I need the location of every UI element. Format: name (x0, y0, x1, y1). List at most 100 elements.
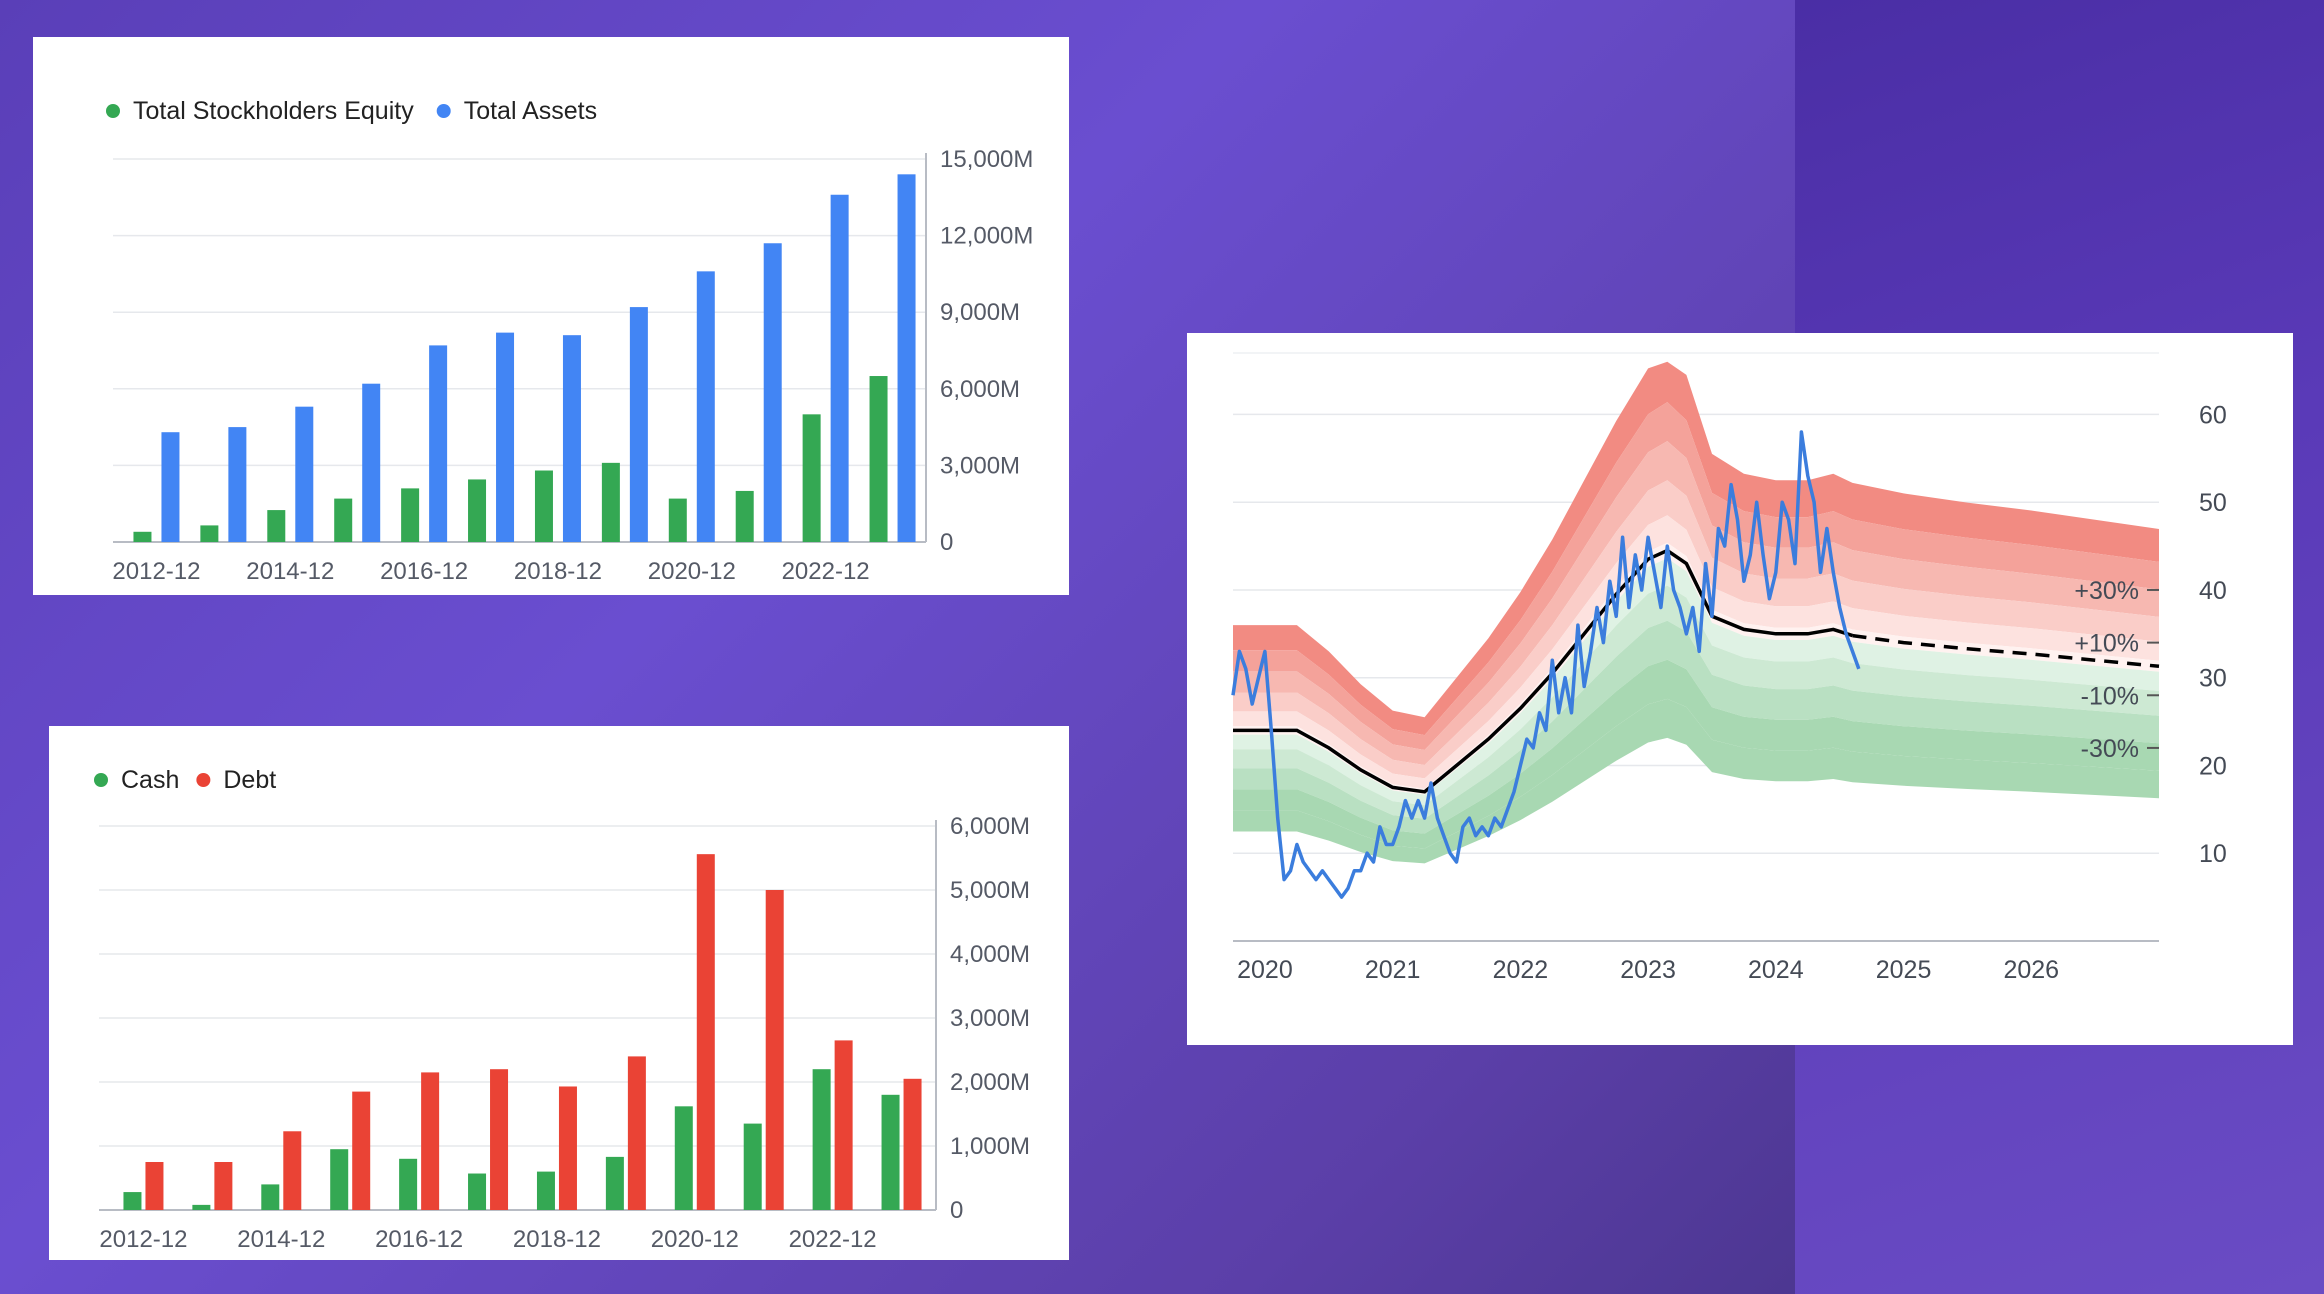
valuation-band (1233, 441, 2159, 765)
bar-cash (468, 1173, 487, 1210)
y-tick-label: 3,000M (950, 1005, 1030, 1032)
bar-debt (214, 1162, 233, 1210)
y-tick-label: 9,000M (940, 299, 1020, 326)
bar-cash (399, 1158, 418, 1210)
y-tick-label: 0 (940, 529, 953, 556)
legend-marker (106, 104, 120, 118)
valuation-band (1233, 515, 2159, 789)
valuation-band (1233, 558, 2159, 806)
bar-debt (490, 1069, 509, 1210)
bar-total-assets (897, 174, 916, 542)
band-label: +10% (2074, 630, 2139, 658)
bar-total-assets (496, 332, 515, 542)
bar-cash (881, 1094, 900, 1210)
bar-cash (605, 1156, 624, 1210)
bar-total-stockholders-equity (200, 525, 219, 542)
fair-value-line (1233, 548, 1854, 794)
bar-total-assets (830, 194, 849, 542)
valuation-chart: 10 20 30 40 50 60 2020 2021 2022 2023 2024 2025 2026… (1231, 352, 2227, 984)
bar-debt (765, 890, 784, 1210)
bar-total-assets (161, 432, 180, 542)
cash-debt-chart-panel: 0 1,000M 2,000M 3,000M 4,000M 5,000M 6,000M 201… (49, 726, 1069, 1260)
bar-cash (536, 1171, 555, 1210)
y-tick-label: 3,000M (940, 452, 1020, 479)
bar-cash (123, 1192, 142, 1210)
bar-debt (834, 1040, 853, 1210)
x-tick-label: 2018-12 (513, 1226, 601, 1253)
x-tick-label: 2020-12 (651, 1226, 739, 1253)
bar-total-stockholders-equity (802, 414, 821, 542)
bar-total-stockholders-equity (267, 510, 286, 542)
bar-cash (261, 1184, 280, 1210)
x-tick-label: 2016-12 (375, 1226, 463, 1253)
y-tick-label: 1,000M (950, 1133, 1030, 1160)
x-tick-label: 2022 (1493, 956, 1549, 984)
y-tick-label: 4,000M (950, 941, 1030, 968)
x-tick-label: 2026 (2003, 956, 2059, 984)
bar-total-assets (763, 243, 782, 542)
bar-total-stockholders-equity (601, 462, 620, 542)
bar-total-stockholders-equity (133, 531, 152, 542)
valuation-band (1233, 361, 2159, 736)
bar-debt (421, 1072, 440, 1210)
legend-marker (94, 773, 108, 787)
bar-total-assets (228, 427, 247, 542)
bar-total-assets (562, 335, 581, 542)
x-tick-label: 2024 (1748, 956, 1804, 984)
y-tick-label: 30 (2199, 665, 2227, 693)
bar-cash (330, 1149, 349, 1210)
x-tick-label: 2012-12 (99, 1226, 187, 1253)
bar-total-assets (696, 271, 715, 542)
bar-total-stockholders-equity (401, 488, 420, 542)
bar-total-assets (429, 345, 448, 542)
y-tick-label: 0 (950, 1197, 963, 1224)
y-tick-label: 2,000M (950, 1069, 1030, 1096)
valuation-band (1233, 698, 2159, 864)
x-tick-label: 2020-12 (648, 558, 736, 585)
price-line (1231, 430, 1861, 899)
bar-cash (192, 1204, 211, 1210)
bar-debt (627, 1056, 646, 1210)
band-label: -10% (2081, 682, 2139, 710)
bar-debt (352, 1091, 371, 1210)
x-tick-label: 2014-12 (246, 558, 334, 585)
bar-debt (696, 854, 715, 1210)
x-tick-label: 2014-12 (237, 1226, 325, 1253)
legend-label: Cash (121, 766, 179, 794)
y-tick-label: 10 (2199, 840, 2227, 868)
x-tick-label: 2018-12 (514, 558, 602, 585)
legend-marker (436, 104, 451, 118)
bar-debt (145, 1162, 164, 1210)
bar-total-stockholders-equity (468, 479, 487, 542)
y-tick-label: 60 (2199, 401, 2227, 429)
y-tick-label: 20 (2199, 752, 2227, 780)
bar-total-assets (362, 383, 381, 542)
valuation-band (1233, 659, 2159, 849)
bar-total-stockholders-equity (735, 490, 754, 542)
bar-total-assets (629, 307, 648, 542)
x-tick-label: 2021 (1365, 956, 1421, 984)
y-tick-label: 50 (2199, 489, 2227, 517)
y-tick-label: 12,000M (940, 223, 1033, 250)
bar-cash (812, 1069, 831, 1210)
bar-debt (283, 1131, 302, 1210)
legend-label: Debt (223, 766, 276, 794)
cash-debt-chart: 0 1,000M 2,000M 3,000M 4,000M 5,000M 6,000M 201… (94, 766, 1030, 1253)
y-tick-label: 6,000M (940, 376, 1020, 403)
valuation-band (1233, 402, 2159, 750)
x-tick-label: 2022-12 (782, 558, 870, 585)
bar-debt (558, 1086, 577, 1210)
valuation-chart-panel: 10 20 30 40 50 60 2020 2021 2022 2023 2024 2025 2026… (1187, 333, 2293, 1045)
bar-total-stockholders-equity (534, 470, 553, 542)
x-tick-label: 2025 (1876, 956, 1932, 984)
valuation-band (1233, 620, 2159, 834)
equity-assets-chart: 0 3,000M 6,000M 9,000M 12,000M 15,000M 2012-12… (106, 97, 1033, 585)
y-tick-label: 6,000M (950, 813, 1030, 840)
bar-total-stockholders-equity (334, 498, 353, 542)
legend-label: Total Stockholders Equity (133, 97, 414, 125)
bar-debt (903, 1078, 922, 1210)
x-tick-label: 2023 (1620, 956, 1676, 984)
band-label: -30% (2081, 735, 2139, 763)
x-tick-label: 2020 (1237, 956, 1293, 984)
projection-line (1852, 633, 2160, 669)
